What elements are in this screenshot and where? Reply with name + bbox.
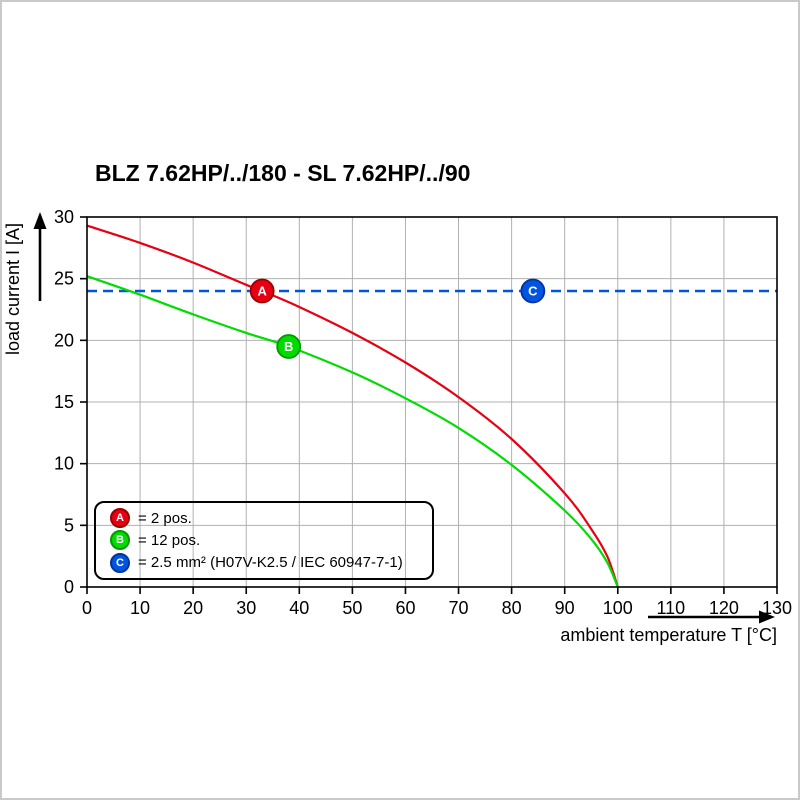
legend-item-b: B = 12 pos. <box>110 529 432 551</box>
x-tick-label: 60 <box>395 598 415 618</box>
y-tick-label: 25 <box>54 269 74 289</box>
marker-letter-A: A <box>257 284 267 299</box>
x-tick-label: 90 <box>555 598 575 618</box>
series-b-badge: B <box>110 530 130 551</box>
x-tick-label: 40 <box>289 598 309 618</box>
legend-item-c: C = 2.5 mm² (H07V-K2.5 / IEC 60947-7-1) <box>110 552 432 574</box>
y-tick-label: 0 <box>64 577 74 597</box>
x-tick-label: 130 <box>762 598 792 618</box>
x-axis-arrowhead-icon <box>759 610 775 624</box>
x-tick-label: 70 <box>449 598 469 618</box>
legend-item-a: A = 2 pos. <box>110 507 432 529</box>
series-a-badge: A <box>110 508 130 529</box>
legend-label-a: = 2 pos. <box>138 509 192 527</box>
legend-label-b: = 12 pos. <box>138 531 201 549</box>
marker-C <box>520 278 546 304</box>
marker-A <box>249 278 275 304</box>
y-tick-label: 30 <box>54 207 74 227</box>
curve-A <box>86 224 619 588</box>
y-tick-label: 5 <box>64 515 74 535</box>
legend: A = 2 pos. B = 12 pos. C = 2.5 mm² (H07V… <box>94 501 434 580</box>
x-tick-label: 120 <box>709 598 739 618</box>
x-axis-label: ambient temperature T [°C] <box>560 625 777 645</box>
x-tick-label: 110 <box>656 598 685 618</box>
y-axis-label: load current I [A] <box>3 223 23 355</box>
y-tick-label: 15 <box>54 392 74 412</box>
x-tick-label: 20 <box>183 598 203 618</box>
x-tick-label: 50 <box>342 598 362 618</box>
y-tick-label: 20 <box>54 330 74 350</box>
marker-letter-C: C <box>528 284 538 299</box>
x-tick-label: 100 <box>603 598 633 618</box>
x-tick-label: 30 <box>236 598 256 618</box>
series-c-badge: C <box>110 552 130 573</box>
x-tick-label: 80 <box>502 598 522 618</box>
marker-B <box>276 334 302 359</box>
chart-title: BLZ 7.62HP/../180 - SL 7.62HP/../90 <box>95 160 471 186</box>
legend-label-c: = 2.5 mm² (H07V-K2.5 / IEC 60947-7-1) <box>138 554 403 572</box>
x-tick-label: 10 <box>130 598 150 618</box>
y-tick-label: 10 <box>54 454 74 474</box>
curve-B <box>86 275 619 588</box>
y-axis-arrowhead-icon <box>33 212 47 229</box>
marker-letter-B: B <box>284 339 293 354</box>
x-tick-label: 0 <box>82 598 92 618</box>
